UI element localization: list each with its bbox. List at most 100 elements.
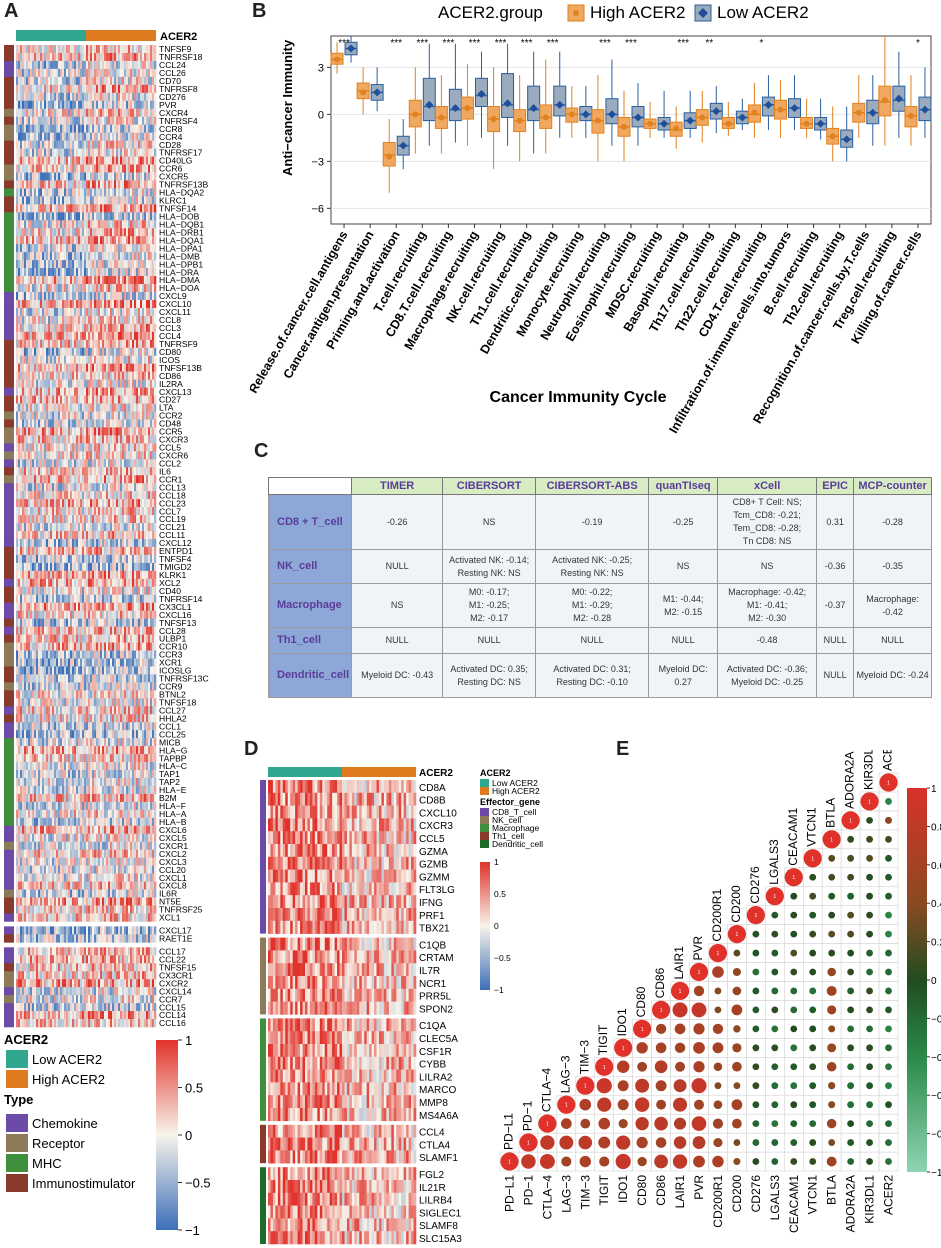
- heatmap-cell: [138, 68, 141, 78]
- heatmap-cell: [112, 291, 115, 301]
- heatmap-cell: [54, 451, 57, 460]
- heatmap-cell: [140, 92, 143, 102]
- heatmap-cell: [18, 483, 21, 492]
- heatmap-cell: [56, 188, 59, 197]
- heatmap-cell: [68, 467, 71, 476]
- heatmap-cell: [82, 554, 85, 564]
- heatmap-cell: [82, 60, 85, 70]
- heatmap-cell: [140, 594, 143, 604]
- heatmap-cell: [124, 594, 127, 604]
- heatmap-cell: [18, 331, 21, 341]
- heatmap-cell: [102, 60, 105, 70]
- heatmap-cell: [88, 467, 91, 476]
- heatmap-cell: [134, 570, 137, 580]
- heatmap-cell: [128, 347, 131, 357]
- heatmap-cell: [22, 108, 25, 118]
- heatmap-cell: [22, 228, 25, 237]
- heatmap-cell: [104, 204, 107, 213]
- heatmap-cell: [24, 108, 27, 118]
- heatmap-cell: [116, 132, 119, 141]
- heatmap-cell: [128, 76, 131, 86]
- heatmap-cell: [32, 315, 35, 325]
- heatmap-cell: [46, 76, 49, 86]
- heatmap-cell: [144, 507, 147, 516]
- heatmap-cell: [28, 244, 31, 253]
- heatmap-cell: [106, 204, 109, 213]
- heatmap-cell: [86, 212, 89, 221]
- heatmap-cell: [42, 291, 45, 301]
- heatmap-cell: [128, 260, 131, 269]
- heatmap-cell: [106, 411, 109, 420]
- heatmap-cell: [90, 172, 93, 181]
- heatmap-cell: [94, 483, 97, 492]
- heatmap-cell: [144, 212, 147, 221]
- heatmap-cell: [106, 76, 109, 86]
- heatmap-cell: [126, 68, 129, 78]
- heatmap-cell: [84, 562, 87, 572]
- heatmap-cell: [36, 260, 39, 269]
- heatmap-cell: [148, 586, 151, 596]
- heatmap-cell: [18, 116, 21, 125]
- heatmap-cell: [48, 132, 51, 141]
- heatmap-cell: [110, 315, 113, 325]
- heatmap-cell: [104, 570, 107, 580]
- heatmap-cell: [82, 475, 85, 484]
- heatmap-cell: [104, 140, 107, 149]
- heatmap-cell: [40, 76, 43, 86]
- heatmap-cell: [26, 124, 29, 133]
- heatmap-cell: [38, 443, 41, 452]
- heatmap-cell: [36, 523, 39, 532]
- heatmap-cell: [126, 156, 129, 165]
- heatmap-cell: [22, 491, 25, 500]
- heatmap-cell: [58, 228, 61, 237]
- heatmap-cell: [68, 220, 71, 229]
- heatmap-cell: [114, 515, 117, 524]
- heatmap-cell: [114, 523, 117, 532]
- heatmap-cell: [46, 546, 49, 556]
- heatmap-cell: [78, 427, 81, 436]
- heatmap-cell: [38, 586, 41, 596]
- heatmap-cell: [128, 570, 131, 580]
- heatmap-cell: [32, 172, 35, 181]
- heatmap-cell: [76, 84, 79, 94]
- heatmap-cell: [128, 475, 131, 484]
- heatmap-cell: [148, 451, 151, 460]
- heatmap-cell: [148, 212, 151, 221]
- heatmap-cell: [150, 84, 153, 94]
- heatmap-cell: [140, 395, 143, 404]
- heatmap-cell: [134, 467, 137, 476]
- heatmap-cell: [126, 60, 129, 70]
- heatmap-cell: [100, 531, 103, 540]
- heatmap-cell: [58, 570, 61, 580]
- heatmap-cell: [62, 212, 65, 221]
- heatmap-cell: [68, 116, 71, 125]
- heatmap-cell: [30, 570, 33, 580]
- heatmap-cell: [92, 507, 95, 516]
- heatmap-cell: [26, 92, 29, 102]
- heatmap-cell: [146, 156, 149, 165]
- heatmap-cell: [18, 276, 21, 285]
- heatmap-cell: [90, 92, 93, 102]
- heatmap-cell: [24, 212, 27, 221]
- heatmap-cell: [120, 276, 123, 285]
- heatmap-cell: [16, 92, 19, 102]
- heatmap-cell: [34, 132, 37, 141]
- heatmap-cell: [40, 204, 43, 213]
- heatmap-cell: [66, 459, 69, 468]
- heatmap-cell: [104, 108, 107, 118]
- heatmap-cell: [138, 307, 141, 317]
- heatmap-cell: [72, 586, 75, 596]
- heatmap-cell: [124, 403, 127, 412]
- heatmap-cell: [152, 315, 155, 325]
- heatmap-cell: [70, 371, 73, 380]
- heatmap-cell: [112, 252, 115, 261]
- heatmap-cell: [110, 52, 113, 62]
- heatmap-cell: [16, 538, 19, 548]
- heatmap-cell: [152, 387, 155, 396]
- heatmap-cell: [110, 60, 113, 70]
- heatmap-cell: [98, 52, 101, 62]
- heatmap-cell: [124, 323, 127, 333]
- heatmap-cell: [146, 499, 149, 508]
- heatmap-cell: [120, 212, 123, 221]
- heatmap-cell: [100, 387, 103, 396]
